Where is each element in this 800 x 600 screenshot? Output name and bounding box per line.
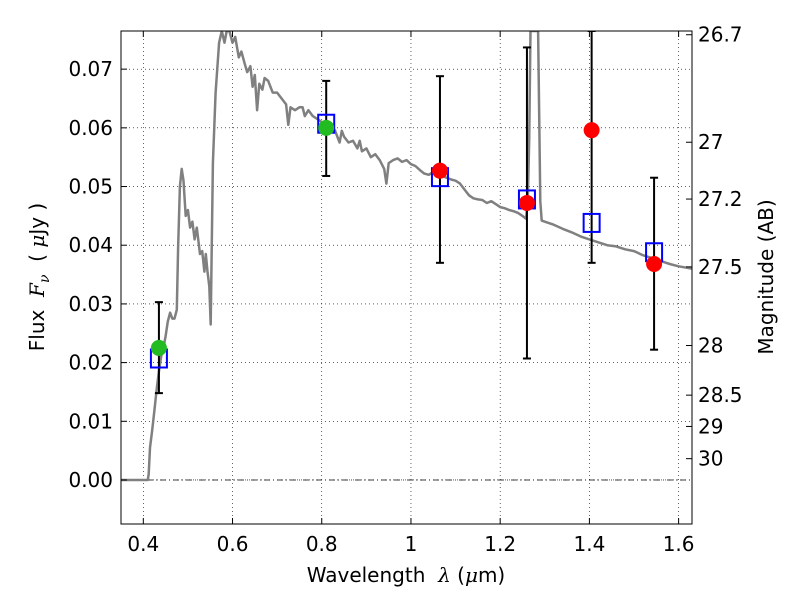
y-tick-label: 0.06 (68, 116, 113, 140)
right-tick-label: 30 (698, 447, 723, 471)
right-tick-label: 28 (698, 334, 723, 358)
x-tick-label: 0.6 (217, 532, 249, 556)
right-tick-label: 29 (698, 414, 723, 438)
x-tick-label: 1.4 (573, 532, 605, 556)
right-tick-label: 27 (698, 130, 723, 154)
y-tick-label: 0.07 (68, 57, 113, 81)
y-tick-label: 0.00 (68, 468, 113, 492)
detection-point-red (518, 194, 535, 211)
y-axis-label: Flux Fν ( μJy ) (25, 203, 53, 351)
model-square (582, 212, 601, 233)
y-tick-label: 0.01 (68, 409, 113, 433)
detection-point-red (646, 256, 663, 273)
x-tick-label: 1.2 (484, 532, 516, 556)
plot-area (121, 31, 692, 524)
x-tick-label: 1.6 (663, 532, 695, 556)
x-axis-label: Wavelength λ (μm) (307, 563, 506, 587)
right-axis-label: Magnitude (AB) (754, 199, 778, 354)
right-tick-label: 28.5 (698, 383, 743, 407)
x-tick-label: 0.4 (127, 532, 159, 556)
right-axis-ticks: 26.7 27 27.2 27.5 28 28.5 29 30 (686, 23, 743, 471)
plot-frame (120, 30, 693, 525)
x-tick-label: 1 (405, 532, 418, 556)
x-tick-label: 0.8 (306, 532, 338, 556)
y-tick-label: 0.05 (68, 175, 113, 199)
right-tick-label: 27.5 (698, 255, 743, 279)
detection-point-green (318, 119, 335, 136)
y-tick-label: 0.02 (68, 351, 113, 375)
detection-point-green (150, 339, 167, 356)
detection-point-red (583, 122, 600, 139)
y-axis-ticks: 0.00 0.01 0.02 0.03 0.04 0.05 0.06 0.07 (68, 57, 127, 492)
right-tick-label: 26.7 (698, 23, 743, 47)
y-tick-label: 0.04 (68, 233, 113, 257)
detection-points (150, 119, 663, 356)
x-axis-ticks: 0.4 0.6 0.8 1 1.2 1.4 1.6 (127, 31, 695, 556)
detection-point-red (431, 162, 448, 179)
right-tick-label: 27.2 (698, 187, 743, 211)
y-tick-label: 0.03 (68, 292, 113, 316)
